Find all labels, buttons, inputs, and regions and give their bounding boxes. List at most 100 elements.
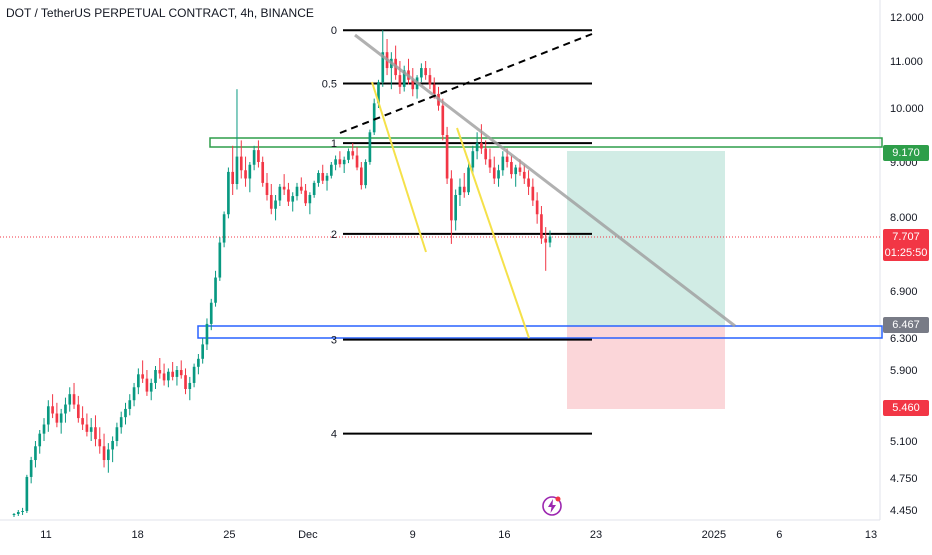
- candle: [119, 411, 123, 434]
- fib-level-label: 4: [331, 429, 337, 441]
- candle-body: [432, 84, 436, 94]
- last-price-tag: 7.707 01:25:50: [883, 228, 929, 261]
- candle: [81, 406, 84, 430]
- lightning-icon[interactable]: [541, 495, 563, 517]
- candle: [501, 151, 505, 176]
- candle: [372, 98, 376, 135]
- candle: [317, 170, 320, 187]
- candle: [222, 211, 226, 248]
- candle: [244, 156, 247, 187]
- price-axis[interactable]: 12.00011.00010.0009.0008.0006.9006.3005.…: [890, 12, 924, 517]
- candle-body: [218, 242, 222, 278]
- candle-body: [518, 167, 522, 172]
- candle-body: [124, 408, 127, 418]
- candle-body: [492, 167, 496, 179]
- candle-body: [149, 382, 153, 392]
- candle: [467, 162, 470, 195]
- candle-body: [329, 164, 333, 176]
- candle: [278, 184, 282, 206]
- candle: [89, 418, 93, 441]
- candle-body: [188, 382, 192, 389]
- candle: [441, 98, 445, 141]
- candle: [34, 441, 37, 468]
- candle: [218, 237, 222, 281]
- candle: [16, 510, 20, 516]
- candle: [128, 394, 132, 416]
- candle: [231, 145, 235, 195]
- candle: [531, 178, 535, 206]
- candle-body: [167, 371, 170, 381]
- candle-body: [214, 277, 217, 303]
- x-tick-label: 2025: [702, 529, 726, 541]
- candle-body: [269, 195, 273, 209]
- candle-body: [244, 170, 247, 179]
- candle-body: [304, 190, 307, 204]
- descending-trendline[interactable]: [354, 33, 736, 328]
- y-tick-label: 6.900: [890, 286, 918, 298]
- candle: [535, 192, 539, 224]
- candle-body: [141, 374, 144, 379]
- candle: [497, 164, 500, 187]
- candle: [227, 167, 230, 219]
- candle-body: [12, 514, 16, 515]
- candle-body: [162, 373, 166, 381]
- candle-body: [381, 52, 385, 83]
- candle-body: [34, 446, 37, 461]
- candle: [308, 192, 312, 215]
- blue-support-zone[interactable]: [197, 325, 883, 339]
- candle: [548, 230, 552, 248]
- candle-body: [325, 175, 329, 181]
- candle-body: [38, 433, 42, 447]
- candle-body: [25, 476, 29, 511]
- candle-body: [364, 162, 367, 186]
- y-tick-label: 8.000: [890, 212, 918, 224]
- candle: [158, 358, 162, 379]
- candle-body: [295, 186, 299, 197]
- candle-body: [299, 186, 303, 191]
- candle: [46, 400, 50, 432]
- candle-body: [111, 441, 114, 450]
- candle-body: [338, 159, 342, 165]
- candle-body: [445, 135, 449, 179]
- yellow-leg-line-1[interactable]: [371, 81, 427, 253]
- candle: [299, 177, 303, 194]
- time-axis[interactable]: 11 18 25 Dec 9 16 23 2025 6 13: [40, 529, 877, 541]
- candle: [25, 474, 29, 513]
- candle-body: [428, 75, 432, 85]
- yellow-leg-line-2[interactable]: [456, 127, 530, 339]
- candle-body: [46, 406, 50, 425]
- long-position-loss-zone[interactable]: [567, 326, 725, 409]
- candle: [171, 362, 174, 381]
- candle: [188, 376, 192, 401]
- candle-body: [265, 182, 269, 195]
- candle-body: [462, 186, 466, 193]
- candle-body: [278, 186, 282, 201]
- candle-body: [420, 68, 423, 78]
- candle-body: [85, 424, 89, 432]
- countdown-timer: 01:25:50: [884, 246, 928, 259]
- candle: [492, 156, 496, 184]
- candle: [445, 126, 449, 184]
- y-tick-label: 4.750: [890, 473, 918, 485]
- candle: [484, 140, 488, 165]
- green-resistance-zone[interactable]: [209, 137, 883, 148]
- candle: [29, 456, 33, 484]
- candle-body: [257, 150, 260, 162]
- candle: [351, 143, 355, 160]
- dashed-projection-line[interactable]: [339, 33, 593, 134]
- candle: [59, 408, 63, 434]
- candle-body: [342, 159, 346, 165]
- candle: [51, 394, 54, 419]
- candle: [175, 366, 179, 386]
- candle-body: [287, 189, 290, 202]
- candle: [21, 507, 24, 515]
- candle-body: [145, 378, 149, 392]
- candle-body: [175, 370, 179, 377]
- candle-body: [458, 186, 462, 195]
- candle-body: [510, 162, 513, 175]
- candle-body: [132, 387, 136, 401]
- candle-body: [424, 68, 427, 76]
- candle: [312, 180, 316, 198]
